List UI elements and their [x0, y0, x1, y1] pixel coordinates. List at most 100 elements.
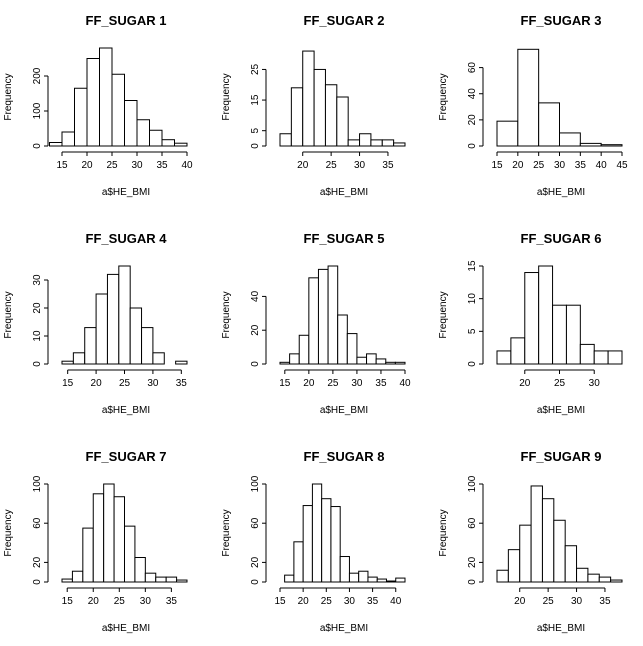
histogram-bar [155, 576, 167, 583]
histogram-panel-2: FF_SUGAR 2 20 25 30 35 0 5 15 25 a$HE_BMI Frequenc… [221, 13, 406, 198]
histogram-panel-9: FF_SUGAR 9 20 25 30 35 0 20 60 100 a$HE_BMI Freque… [438, 449, 623, 634]
x-tick-label: 15 [62, 596, 74, 607]
x-tick-label: 30 [147, 378, 159, 389]
x-tick-label: 30 [589, 378, 601, 389]
histogram-panel-5: FF_SUGAR 5 15 20 25 30 35 40 0 20 40 a$HE_BMI Frequ… [221, 231, 411, 416]
x-tick-label: 30 [554, 160, 566, 171]
y-tick-label: 20 [250, 556, 261, 568]
histogram-bar [82, 527, 94, 583]
x-axis-label: a$HE_BMI [537, 623, 585, 634]
histogram-bar [579, 142, 602, 147]
histogram-panel-3: FF_SUGAR 3 15 20 25 30 35 40 45 0 20 40 60 a$HE_BMI F… [438, 13, 628, 198]
y-tick-label: 0 [32, 579, 43, 585]
histogram-bar [86, 58, 100, 147]
y-tick-label: 20 [32, 302, 43, 314]
y-tick-label: 0 [32, 361, 43, 367]
x-tick-label: 25 [106, 160, 118, 171]
x-tick-label: 30 [354, 160, 366, 171]
histogram-bar [279, 361, 291, 365]
y-tick-label: 100 [250, 475, 261, 492]
y-axis-label: Frequency [438, 73, 449, 120]
y-tick-label: 15 [467, 260, 478, 272]
histogram-bar [74, 87, 88, 147]
histogram-bar [124, 525, 136, 583]
histogram-bar [393, 142, 406, 147]
x-tick-label: 25 [114, 596, 126, 607]
y-tick-label: 30 [32, 274, 43, 286]
histogram-bar [149, 129, 163, 147]
x-tick-label: 35 [176, 378, 188, 389]
histogram-bar [84, 327, 97, 365]
histogram-bar [564, 545, 578, 583]
histogram-bar [385, 361, 396, 365]
y-axis-label: Frequency [221, 509, 232, 556]
panel-title: FF_SUGAR 5 [304, 231, 385, 246]
histogram-bar [106, 273, 120, 365]
x-tick-label: 25 [119, 378, 131, 389]
histogram-bar [144, 572, 157, 583]
y-tick-label: 20 [467, 556, 478, 568]
y-axis-label: Frequency [438, 509, 449, 556]
histogram-bar [284, 574, 295, 583]
y-tick-label: 100 [32, 475, 43, 492]
histogram-bar [553, 519, 566, 583]
panel-title: FF_SUGAR 9 [521, 449, 602, 464]
x-tick-label: 15 [491, 160, 503, 171]
x-tick-label: 25 [326, 160, 338, 171]
histogram-bar [308, 277, 319, 365]
panel-title: FF_SUGAR 3 [521, 13, 602, 28]
x-tick-label: 20 [303, 378, 315, 389]
y-tick-label: 15 [250, 94, 261, 106]
x-axis-label: a$HE_BMI [102, 405, 150, 416]
histogram-panel-8: FF_SUGAR 8 15 20 25 30 35 40 0 20 60 100 a$HE_BMI Fr… [221, 449, 406, 634]
histogram-bar [579, 343, 595, 365]
histogram-bar [519, 524, 532, 583]
panel-title: FF_SUGAR 8 [304, 449, 385, 464]
x-tick-label: 20 [298, 596, 310, 607]
histogram-bar [298, 334, 310, 365]
x-tick-label: 40 [181, 160, 193, 171]
y-tick-label: 10 [32, 330, 43, 342]
y-tick-label: 40 [467, 88, 478, 100]
histogram-bar [517, 48, 540, 147]
y-tick-label: 0 [250, 361, 261, 367]
x-axis-label: a$HE_BMI [102, 187, 150, 198]
histogram-bar [339, 556, 350, 583]
histogram-bar [129, 307, 143, 365]
histogram-bar [141, 327, 154, 365]
y-axis-label: Frequency [221, 73, 232, 120]
histogram-bar [510, 337, 526, 365]
panel-title: FF_SUGAR 2 [304, 13, 385, 28]
histogram-bar [302, 505, 313, 583]
y-axis-label: Frequency [3, 73, 14, 120]
histogram-bar [381, 139, 395, 147]
x-axis-label: a$HE_BMI [537, 405, 585, 416]
x-tick-label: 30 [131, 160, 143, 171]
x-tick-label: 15 [274, 596, 286, 607]
histogram-bar [359, 133, 372, 147]
histogram-bar [366, 353, 377, 365]
y-tick-label: 60 [467, 62, 478, 74]
x-axis-label: a$HE_BMI [102, 623, 150, 634]
x-tick-label: 20 [512, 160, 524, 171]
x-axis-label: a$HE_BMI [320, 405, 368, 416]
y-tick-label: 100 [32, 102, 43, 119]
y-tick-label: 0 [467, 579, 478, 585]
histogram-bar [600, 144, 623, 147]
histogram-bar [293, 541, 304, 583]
histogram-bar [593, 350, 609, 365]
panel-title: FF_SUGAR 1 [86, 13, 167, 28]
histogram-bar [541, 498, 555, 583]
x-tick-label: 20 [519, 378, 531, 389]
histogram-bar [376, 578, 387, 583]
panel-title: FF_SUGAR 4 [86, 231, 168, 246]
histogram-bar [395, 577, 406, 583]
histogram-bar [111, 73, 125, 147]
histogram-bar [530, 485, 543, 583]
histogram-bar [134, 557, 146, 583]
x-tick-label: 30 [344, 596, 356, 607]
x-tick-label: 25 [533, 160, 545, 171]
x-tick-label: 40 [596, 160, 608, 171]
histogram-bar [313, 68, 326, 147]
x-tick-label: 35 [367, 596, 379, 607]
